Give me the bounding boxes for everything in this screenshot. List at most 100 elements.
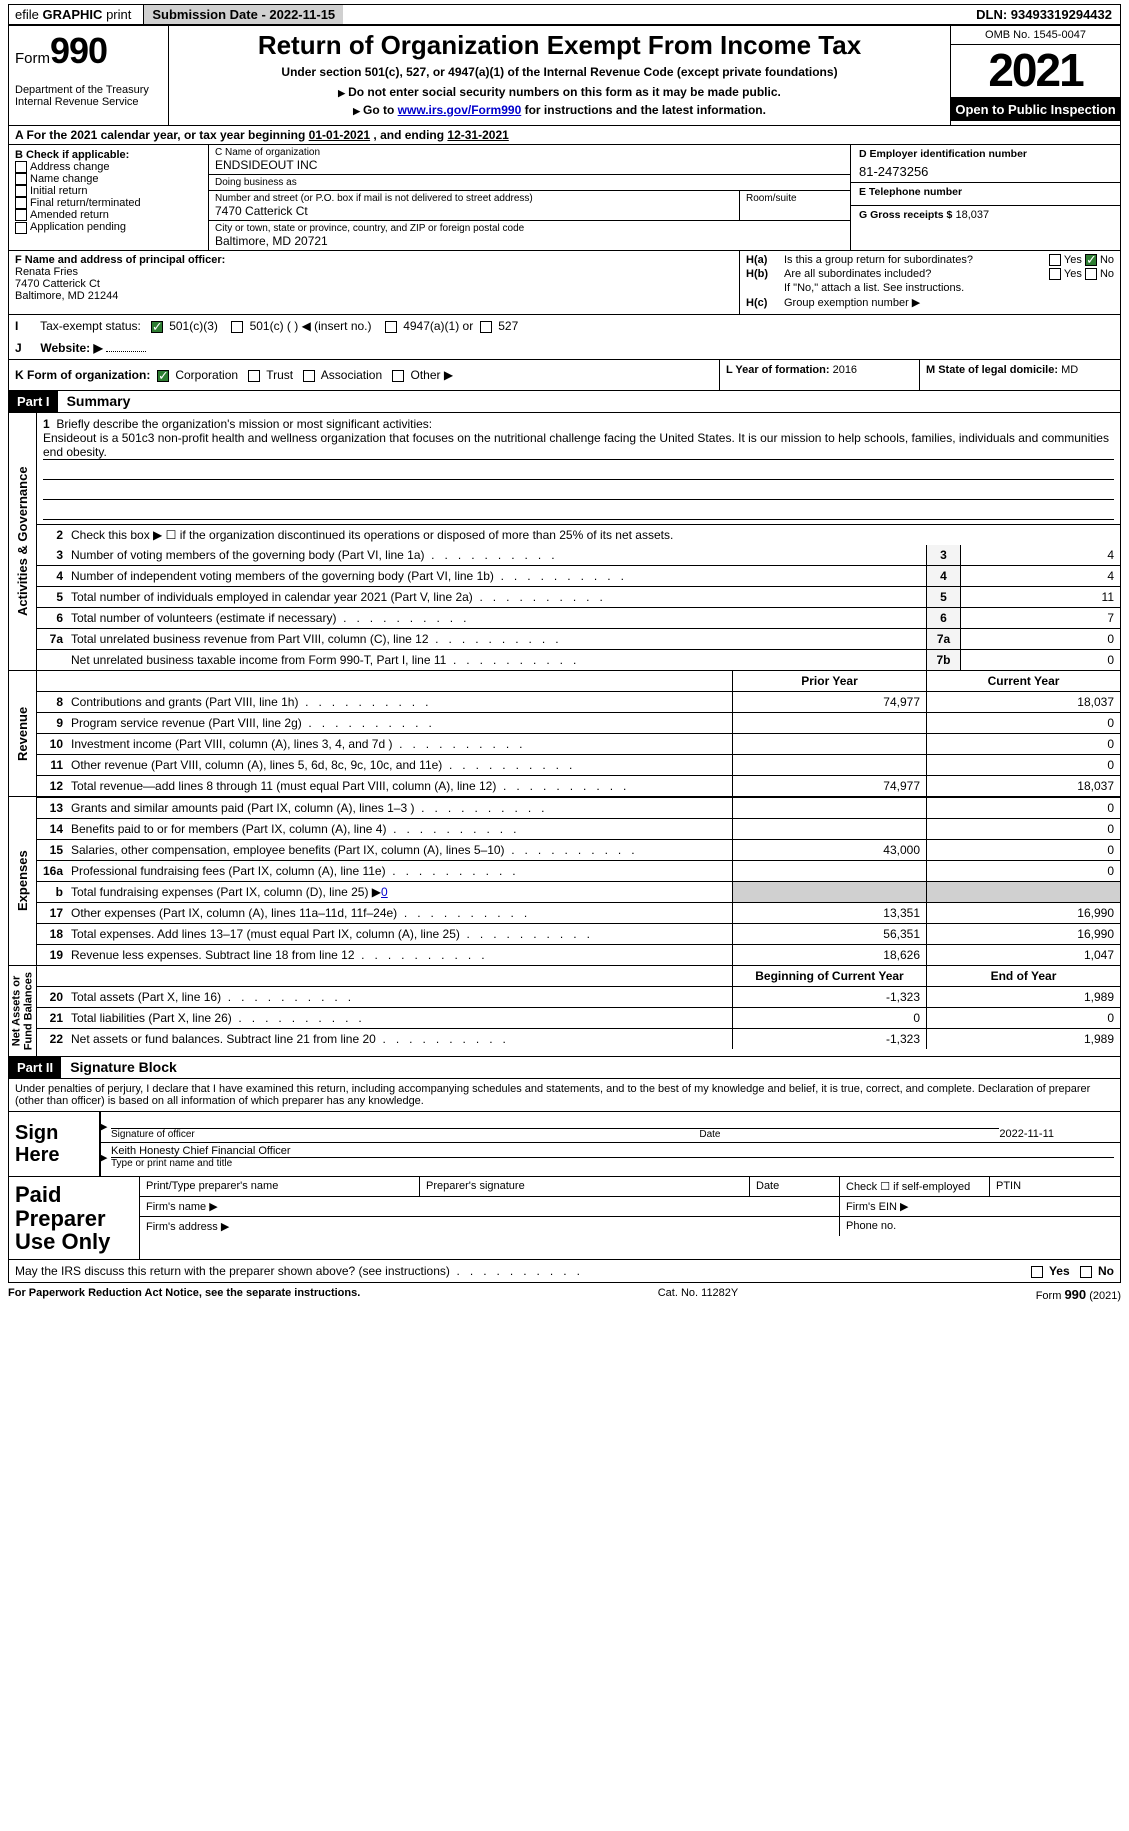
summary-line: Net unrelated business taxable income fr…: [37, 649, 1120, 670]
i-501c3-chk[interactable]: [151, 321, 163, 333]
p-addr: Firm's address ▶: [140, 1217, 840, 1236]
p-sig: Preparer's signature: [420, 1177, 750, 1196]
row-i: I Tax-exempt status: 501(c)(3) 501(c) ( …: [8, 315, 1121, 337]
hb-yes-chk[interactable]: [1049, 268, 1061, 280]
financial-line: 18Total expenses. Add lines 13–17 (must …: [37, 923, 1120, 944]
p-firm: Firm's name ▶: [140, 1197, 840, 1216]
ha-txt: Is this a group return for subordinates?: [784, 254, 973, 266]
m-val: MD: [1061, 364, 1078, 376]
c-room-hdr: Room/suite: [746, 193, 844, 204]
line-1: 1 Briefly describe the organization's mi…: [37, 413, 1120, 524]
footer-left: For Paperwork Reduction Act Notice, see …: [8, 1287, 360, 1302]
part1-netassets: Net Assets or Fund Balances Beginning of…: [8, 966, 1121, 1057]
calendar-year-line: A For the 2021 calendar year, or tax yea…: [8, 126, 1121, 145]
c-name: ENDSIDEOUT INC: [215, 158, 844, 172]
col-b-header: B Check if applicable:: [15, 149, 202, 161]
e-phone-hdr: E Telephone number: [859, 186, 1112, 198]
irs-link[interactable]: www.irs.gov/Form990: [398, 103, 522, 117]
financial-line: bTotal fundraising expenses (Part IX, co…: [37, 881, 1120, 902]
form-number: Form990: [15, 30, 162, 72]
col-f: F Name and address of principal officer:…: [9, 251, 740, 314]
l-hdr: L Year of formation:: [726, 364, 830, 376]
col-h: H(a) Is this a group return for subordin…: [740, 251, 1120, 314]
summary-line: 4Number of independent voting members of…: [37, 565, 1120, 586]
chk-initial-return[interactable]: Initial return: [15, 185, 202, 197]
financial-line: 8Contributions and grants (Part VIII, li…: [37, 691, 1120, 712]
financial-line: 16aProfessional fundraising fees (Part I…: [37, 860, 1120, 881]
dln: DLN: 93493319294432: [968, 5, 1120, 24]
dept-treasury: Department of the Treasury Internal Reve…: [15, 84, 162, 108]
ha-lbl: H(a): [746, 254, 784, 266]
i-527-chk[interactable]: [480, 321, 492, 333]
c-addr: 7470 Catterick Ct: [215, 204, 733, 218]
p-check: Check ☐ if self-employed: [840, 1177, 990, 1196]
i-4947-chk[interactable]: [385, 321, 397, 333]
hdr-begin: Beginning of Current Year: [732, 966, 926, 986]
open-to-public: Open to Public Inspection: [951, 98, 1120, 121]
vlabel-na: Net Assets or Fund Balances: [9, 966, 37, 1056]
part1-header: Part I Summary: [8, 391, 1121, 413]
efile-label: efile GRAPHIC print: [9, 5, 137, 24]
d-ein: 81-2473256: [859, 164, 1112, 179]
chk-address-change[interactable]: Address change: [15, 161, 202, 173]
line-2: 2 Check this box ▶ ☐ if the organization…: [37, 524, 1120, 545]
section-fh: F Name and address of principal officer:…: [8, 251, 1121, 315]
ha-yes-chk[interactable]: [1049, 254, 1061, 266]
summary-line: 5Total number of individuals employed in…: [37, 586, 1120, 607]
k-other-chk[interactable]: [392, 370, 404, 382]
may-no-chk[interactable]: [1080, 1266, 1092, 1278]
financial-line: 13Grants and similar amounts paid (Part …: [37, 797, 1120, 818]
hdr-prior: Prior Year: [732, 671, 926, 691]
j-txt: Website: ▶: [40, 341, 102, 355]
row-j: J Website: ▶: [8, 337, 1121, 360]
mission-text: Ensideout is a 501c3 non-profit health a…: [43, 431, 1114, 460]
i-txt: Tax-exempt status:: [40, 319, 141, 333]
part1-expenses: Expenses 13Grants and similar amounts pa…: [8, 797, 1121, 966]
financial-line: 20Total assets (Part X, line 16)-1,3231,…: [37, 986, 1120, 1007]
hb-no-chk[interactable]: [1085, 268, 1097, 280]
i-501c-chk[interactable]: [231, 321, 243, 333]
c-name-hdr: C Name of organization: [215, 147, 844, 158]
m-hdr: M State of legal domicile:: [926, 364, 1058, 376]
hb-yn: Yes No: [1049, 268, 1114, 280]
ssn-hint: Do not enter social security numbers on …: [179, 85, 940, 99]
chk-final-return[interactable]: Final return/terminated: [15, 197, 202, 209]
perjury-declaration: Under penalties of perjury, I declare th…: [9, 1079, 1120, 1112]
k-corp-chk[interactable]: [157, 370, 169, 382]
topbar: efile GRAPHIC print Submission Date - 20…: [8, 4, 1121, 26]
sign-here-label: Sign Here: [9, 1112, 99, 1176]
ha-no-chk[interactable]: [1085, 254, 1097, 266]
p-date: Date: [750, 1177, 840, 1196]
header-mid: Return of Organization Exempt From Incom…: [169, 26, 950, 125]
form-header: Form990 Department of the Treasury Inter…: [8, 26, 1121, 126]
financial-line: 21Total liabilities (Part X, line 26)00: [37, 1007, 1120, 1028]
submission-date: Submission Date - 2022-11-15: [143, 5, 343, 24]
hb-note: If "No," attach a list. See instructions…: [746, 282, 1114, 294]
row-k: K Form of organization: Corporation Trus…: [8, 360, 1121, 391]
col-c: C Name of organization ENDSIDEOUT INC Do…: [209, 145, 850, 250]
chk-name-change[interactable]: Name change: [15, 173, 202, 185]
may-yes-chk[interactable]: [1031, 1266, 1043, 1278]
hb-txt: Are all subordinates included?: [784, 268, 931, 280]
chk-application-pending[interactable]: Application pending: [15, 221, 202, 233]
paid-preparer: Paid Preparer Use Only Print/Type prepar…: [9, 1176, 1120, 1258]
chk-amended-return[interactable]: Amended return: [15, 209, 202, 221]
financial-line: 12Total revenue—add lines 8 through 11 (…: [37, 775, 1120, 796]
p-ein: Firm's EIN ▶: [840, 1197, 1120, 1216]
financial-line: 14Benefits paid to or for members (Part …: [37, 818, 1120, 839]
paid-label: Paid Preparer Use Only: [9, 1177, 139, 1258]
summary-line: 3Number of voting members of the governi…: [37, 545, 1120, 565]
page-footer: For Paperwork Reduction Act Notice, see …: [8, 1283, 1121, 1306]
typed-lbl: Type or print name and title: [111, 1158, 1114, 1169]
c-dba-hdr: Doing business as: [215, 177, 844, 188]
financial-line: 19Revenue less expenses. Subtract line 1…: [37, 944, 1120, 965]
sig-date-lbl: Date: [699, 1129, 999, 1140]
financial-line: 10Investment income (Part VIII, column (…: [37, 733, 1120, 754]
p-ptin: PTIN: [990, 1177, 1120, 1196]
k-assoc-chk[interactable]: [303, 370, 315, 382]
k-trust-chk[interactable]: [248, 370, 260, 382]
signature-block: Under penalties of perjury, I declare th…: [8, 1079, 1121, 1259]
summary-line: 7aTotal unrelated business revenue from …: [37, 628, 1120, 649]
f-hdr: F Name and address of principal officer:: [15, 254, 733, 266]
g-receipts-hdr: G Gross receipts $: [859, 209, 952, 221]
